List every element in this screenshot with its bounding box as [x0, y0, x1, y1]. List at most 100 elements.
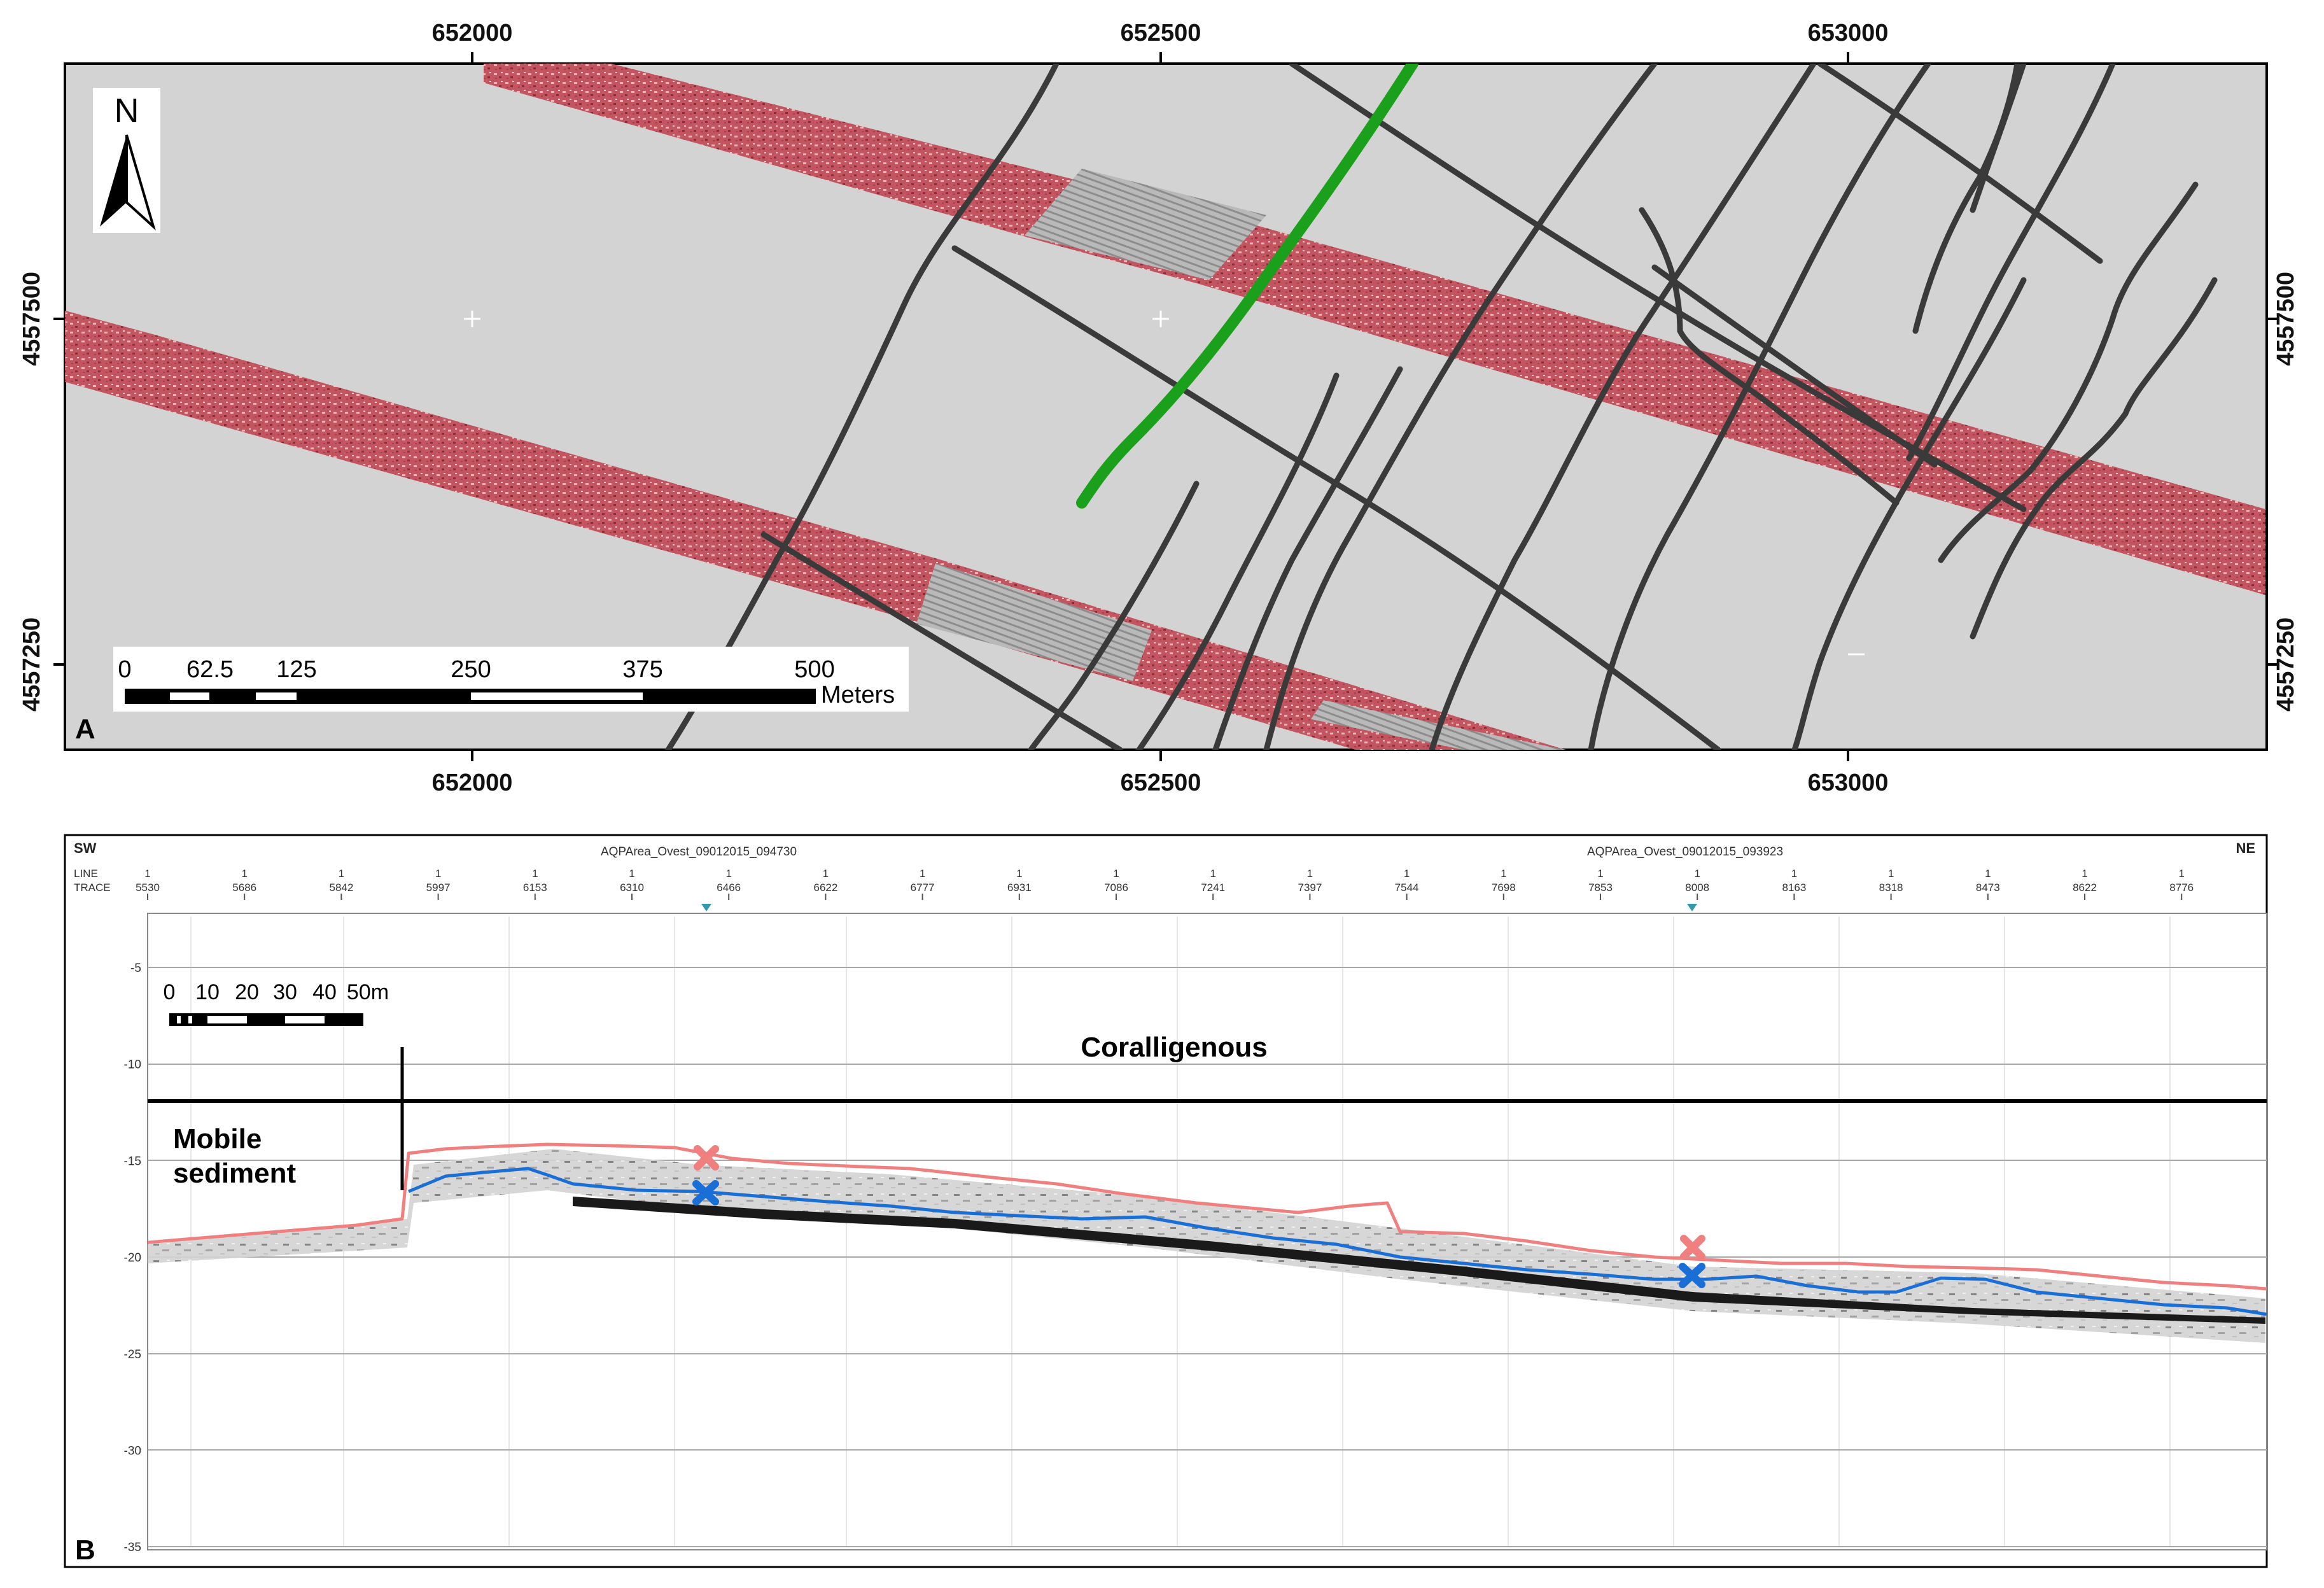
x-tick-top-653000: 653000 [1808, 20, 1889, 46]
line-row-label: LINE [74, 868, 98, 880]
trace-value: 5530 [136, 882, 160, 894]
survey-line [1639, 207, 1900, 506]
line-value: 1 [144, 868, 150, 880]
survey-line [1588, 64, 1931, 750]
line-value: 1 [1307, 868, 1313, 880]
scale-bar-base [125, 689, 816, 704]
line-value: 1 [1113, 868, 1119, 880]
survey-line [1028, 481, 1200, 750]
profile-content [148, 917, 2267, 1547]
line-value: 1 [2082, 868, 2087, 880]
top-marker-1-icon [694, 1145, 719, 1170]
multibeam-swath-lower [65, 311, 1565, 750]
trace-value: 5997 [426, 882, 451, 894]
profile-scale-10: 10 [195, 980, 220, 1004]
survey-line [1791, 277, 2027, 750]
profile-scale-50m: 50m [347, 980, 389, 1004]
base-reflector-line [408, 1167, 2267, 1316]
line-value: 1 [1597, 868, 1603, 880]
line-value: 1 [241, 868, 247, 880]
north-arrow-icon-outline [125, 134, 156, 231]
survey-line [1938, 181, 2199, 563]
scale-label-250: 250 [451, 656, 491, 683]
north-arrow: N [93, 88, 160, 233]
x-tick-bottom-652500: 652500 [1121, 769, 1201, 796]
depth-tick-label: -15 [124, 1155, 141, 1168]
line-value: 1 [629, 868, 634, 880]
profile-scale-30: 30 [273, 980, 297, 1004]
line-value: 1 [1501, 868, 1506, 880]
trace-value: 6466 [717, 882, 741, 894]
top-marker-2-icon [1680, 1235, 1705, 1260]
trace-axis: 1 5530 1 5686 1 5842 1 5997 1 6153 1 6310 1 6466 1 6622… [136, 868, 2194, 900]
panel-a-map: N 0 62.5 125 250 375 500 Meters A [18, 20, 2299, 796]
panel-a-letter: A [75, 713, 95, 745]
survey-line [1651, 264, 1938, 468]
trace-value: 5842 [329, 882, 353, 894]
line-value: 1 [2178, 868, 2184, 880]
highlighted-seismic-profile [1076, 64, 1418, 509]
survey-line [1970, 64, 2027, 213]
survey-line [1136, 372, 1340, 750]
label-sediment: sediment [173, 1158, 297, 1189]
line-value: 1 [1694, 868, 1700, 880]
line-value: 1 [1404, 868, 1410, 880]
scale-label-375: 375 [622, 656, 662, 683]
position-marker-icon [701, 904, 711, 911]
x-tick-bottom-652000: 652000 [432, 769, 513, 796]
survey-line [1906, 64, 2116, 461]
x-tick-bottom-653000: 653000 [1808, 769, 1889, 796]
line-value: 1 [532, 868, 538, 880]
trace-value: 6310 [620, 882, 644, 894]
trace-value: 7241 [1201, 882, 1225, 894]
trace-value: 6777 [911, 882, 935, 894]
position-marker-icon [1687, 904, 1697, 911]
scale-label-0: 0 [118, 656, 131, 683]
trace-value: 8163 [1782, 882, 1806, 894]
direction-ne: NE [2236, 840, 2255, 856]
survey-line [1429, 64, 1817, 750]
line-value: 1 [1888, 868, 1894, 880]
scale-label-62-5: 62.5 [186, 656, 234, 683]
trace-value: 7086 [1104, 882, 1128, 894]
map-ticks [53, 52, 2278, 761]
survey-line [951, 245, 1721, 750]
label-mobile: Mobile [173, 1123, 262, 1155]
trace-row-label: TRACE [74, 882, 111, 894]
x-tick-top-652000: 652000 [432, 20, 513, 46]
profile-scale-bar-base [169, 1013, 363, 1026]
trace-value: 8776 [2169, 882, 2194, 894]
map-content [65, 64, 2265, 750]
survey-line [1970, 277, 2218, 640]
profile-markers [692, 1145, 1705, 1288]
depth-tick-label: -5 [130, 962, 141, 975]
x-tick-top-652500: 652500 [1121, 20, 1201, 46]
file-label-094730: AQPArea_Ovest_09012015_094730 [601, 845, 797, 859]
north-arrow-icon [100, 135, 127, 227]
top-reflector-line [148, 1142, 2267, 1291]
trace-value: 8318 [1879, 882, 1903, 894]
scale-label-125: 125 [276, 656, 316, 683]
y-tick-right-4557250: 4557250 [2272, 617, 2299, 712]
multibeam-swath-upper [484, 64, 2265, 595]
depth-tick-label: -20 [124, 1251, 141, 1265]
trace-value: 6622 [813, 882, 837, 894]
trace-value: 6931 [1007, 882, 1032, 894]
y-tick-left-4557250: 4557250 [18, 617, 45, 712]
swath-gap-upper [1025, 169, 1266, 280]
north-label: N [115, 92, 139, 130]
profile-scale-20: 20 [235, 980, 259, 1004]
panel-b-profile: SW NE AQPArea_Ovest_09012015_094730 AQPA… [64, 834, 2268, 1568]
y-tick-right-4557500: 4557500 [2272, 272, 2299, 366]
line-value: 1 [435, 868, 441, 880]
line-value: 1 [1210, 868, 1215, 880]
line-value: 1 [920, 868, 925, 880]
label-coralligenous: Coralligenous [1081, 1032, 1267, 1063]
trace-value: 7397 [1298, 882, 1322, 894]
depth-tick-label: -25 [124, 1348, 141, 1361]
scale-label-500: 500 [794, 656, 834, 683]
direction-sw: SW [74, 840, 97, 856]
strong-reflector [573, 1197, 2265, 1324]
trace-value: 6153 [523, 882, 547, 894]
depth-tick-label: -30 [124, 1445, 141, 1458]
